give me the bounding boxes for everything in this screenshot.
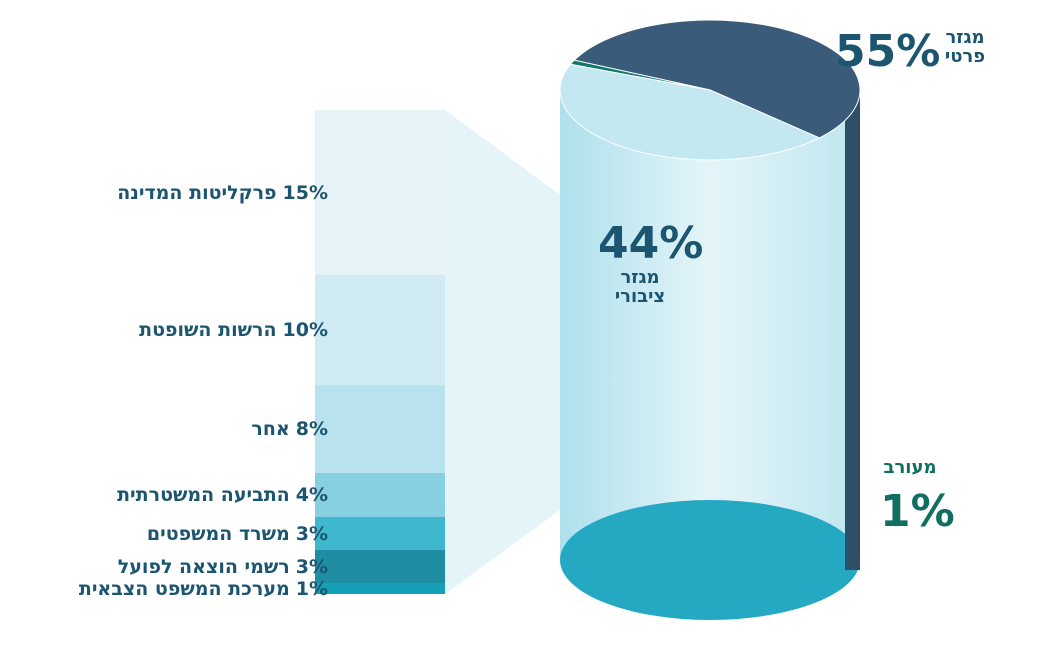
breakdown-label: 3%משרד המשפטים [147,523,328,545]
breakdown-segment [315,110,445,275]
breakdown-segment [315,517,445,550]
breakdown-label: 3%רשמי הוצאה לפועל [118,556,328,578]
pie-category-label: מגזר ציבורי [614,267,666,307]
breakdown-value-label: 1% [295,577,328,600]
breakdown-category-label: רשמי הוצאה לפועל [117,555,290,578]
pie-slice [559,63,821,161]
breakdown-value-label: 8% [295,418,328,440]
breakdown-category-label: משרד המשפטים [146,522,290,545]
pie-category-label: מעורב [883,457,937,478]
cylinder-bottom [560,500,860,620]
breakdown-category-label: התביעה המשטרתית [117,484,290,506]
breakdown-label: 1%מערכת המשפט הצבאית [79,578,328,600]
breakdown-label: 8%אחר [251,418,328,440]
connector [445,110,560,594]
pie-slice [569,59,711,91]
breakdown-segment [315,275,445,385]
breakdown-segment [315,385,445,473]
pie-category-label: מגזר פרטי [944,27,986,67]
breakdown-label: 4%התביעה המשטרתית [117,484,328,506]
breakdown-value-label: 10% [282,319,328,341]
breakdown-category-label: הרשות השופטת [139,319,277,341]
pie-value-label: 55% [835,26,941,77]
breakdown-category-label: מערכת המשפט הצבאית [78,577,290,600]
breakdown-value-label: 3% [295,522,328,545]
breakdown-value-label: 4% [295,484,328,506]
pie-value-label: 44% [598,218,704,269]
breakdown-value-label: 3% [295,555,328,578]
breakdown-category-label: פרקליטות המדינה [117,181,277,204]
breakdown-value-label: 15% [282,181,328,204]
breakdown-label: 10%הרשות השופטת [139,319,328,341]
private-side [845,90,860,570]
breakdown-segment [315,550,445,583]
breakdown-segment [315,583,445,594]
breakdown-label: 15%פרקליטות המדינה [117,182,328,204]
breakdown-segment [315,473,445,517]
breakdown-category-label: אחר [251,418,290,440]
pie-value-label: 1% [880,486,955,537]
pie-slice [573,19,861,139]
cylinder-body [560,90,860,560]
